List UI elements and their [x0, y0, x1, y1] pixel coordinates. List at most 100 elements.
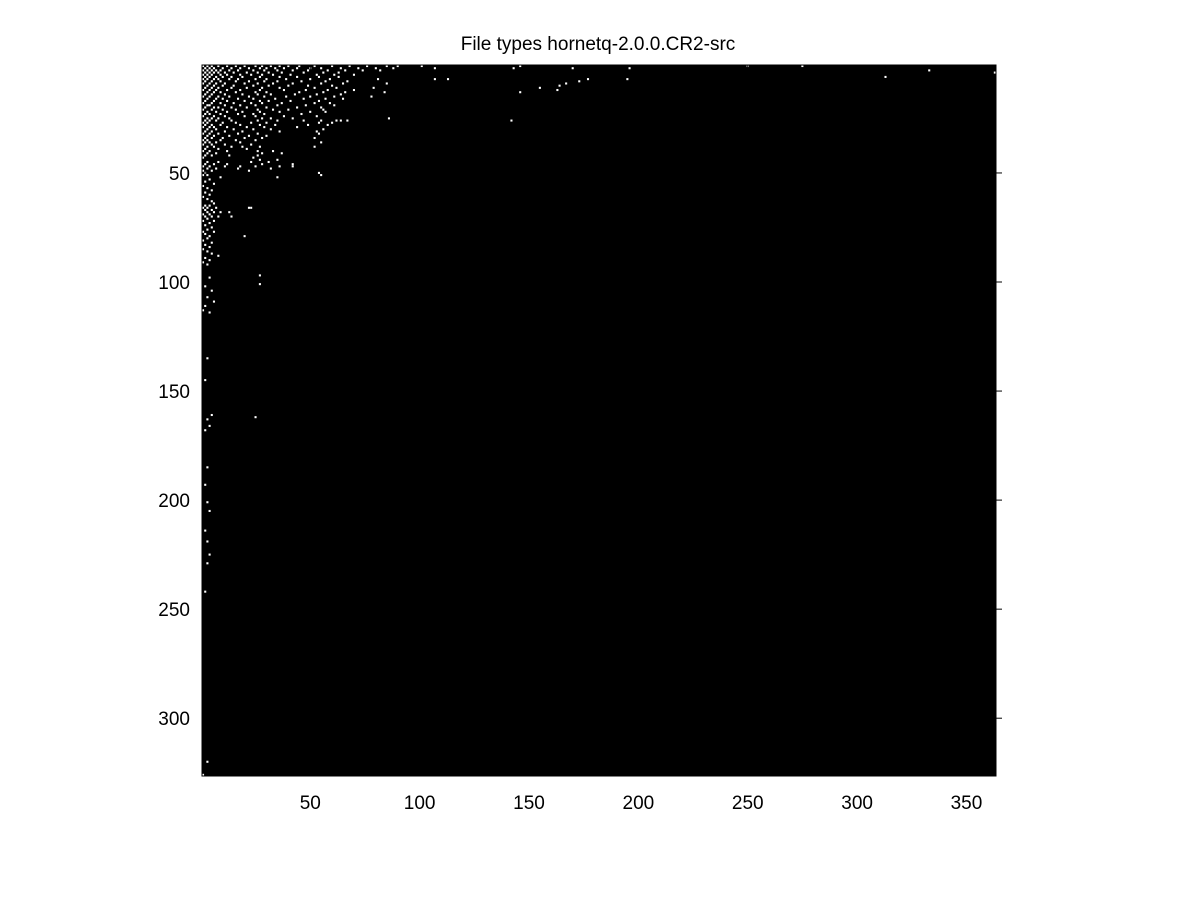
heatmap-cells: [202, 65, 996, 776]
heatmap-cell: [433, 67, 436, 70]
heatmap-cell: [357, 67, 360, 70]
heatmap-cell: [204, 75, 207, 78]
heatmap-cell: [317, 75, 321, 78]
x-tick-label: 250: [732, 793, 764, 814]
heatmap-cell: [326, 123, 329, 126]
heatmap-cell: [250, 121, 253, 124]
heatmap-cell: [433, 78, 436, 81]
heatmap-cell: [271, 82, 275, 85]
heatmap-cell: [339, 119, 342, 122]
heatmap-cell: [250, 102, 253, 105]
heatmap-cell: [289, 73, 292, 76]
heatmap-cell: [256, 154, 259, 157]
heatmap-cell: [239, 67, 242, 70]
heatmap-cell: [282, 88, 286, 92]
heatmap-cell: [204, 256, 207, 259]
heatmap-cell: [208, 178, 211, 181]
heatmap-cell: [269, 93, 272, 96]
plot-area: [202, 65, 996, 776]
heatmap-cell: [276, 104, 279, 107]
heatmap-cell: [204, 590, 207, 593]
heatmap-cell: [204, 483, 207, 486]
heatmap-cell: [302, 71, 305, 74]
heatmap-cell: [210, 69, 213, 72]
heatmap-cell: [215, 97, 218, 100]
heatmap-cell: [226, 126, 229, 129]
heatmap-cell: [234, 80, 237, 83]
x-tick-label: 200: [623, 793, 655, 814]
x-tick-label: 50: [300, 793, 321, 814]
heatmap-cell: [250, 160, 253, 164]
heatmap-cell: [352, 88, 356, 92]
heatmap-cell: [202, 165, 205, 168]
heatmap-cell: [337, 71, 340, 74]
heatmap-cell: [322, 108, 325, 111]
heatmap-cell: [208, 112, 211, 116]
heatmap-cell: [204, 112, 207, 116]
heatmap-cell: [212, 211, 216, 214]
heatmap-cell: [206, 174, 209, 177]
heatmap-cell: [210, 215, 213, 218]
heatmap-cell: [237, 112, 240, 116]
heatmap-cell: [392, 67, 395, 70]
y-tick-label: 150: [158, 382, 190, 403]
heatmap-cell: [306, 84, 310, 87]
heatmap-cell: [261, 136, 264, 140]
x-tick-label: 350: [951, 793, 983, 814]
heatmap-cell: [219, 211, 222, 214]
heatmap-cell: [215, 82, 218, 85]
heatmap-cell: [287, 84, 290, 87]
heatmap-cell: [372, 86, 375, 89]
heatmap-cell: [210, 154, 213, 157]
heatmap-cell: [206, 760, 209, 763]
heatmap-cell: [296, 67, 299, 70]
heatmap-cell: [202, 95, 205, 98]
heatmap-cell: [252, 156, 255, 159]
heatmap-cell: [300, 80, 303, 83]
heatmap-cell: [210, 413, 213, 417]
y-tick-label: 50: [169, 164, 190, 185]
heatmap-cell: [232, 128, 235, 131]
heatmap-cell: [212, 71, 216, 74]
heatmap-cell: [256, 82, 259, 85]
heatmap-cell: [252, 69, 255, 72]
heatmap-cell: [280, 71, 283, 74]
heatmap-cell: [223, 93, 226, 96]
heatmap-cell: [304, 88, 307, 92]
heatmap-cell: [320, 106, 323, 109]
heatmap-cell: [219, 73, 222, 76]
heatmap-cell: [309, 110, 312, 113]
heatmap-cell: [243, 82, 246, 85]
heatmap-cell: [241, 75, 244, 78]
heatmap-cell: [300, 112, 303, 116]
heatmap-cell: [346, 80, 349, 83]
heatmap-cell: [538, 86, 541, 89]
heatmap-cell: [254, 115, 257, 118]
heatmap-cell: [215, 119, 218, 122]
heatmap-cell: [324, 80, 327, 83]
heatmap-cell: [208, 235, 211, 238]
heatmap-cell: [348, 65, 351, 68]
heatmap-cell: [269, 117, 272, 120]
heatmap-cell: [210, 143, 213, 146]
heatmap-cell: [206, 160, 209, 164]
heatmap-cell: [252, 97, 255, 100]
heatmap-cell: [258, 88, 261, 92]
heatmap-cell: [206, 128, 209, 131]
heatmap-cell: [230, 86, 233, 89]
heatmap-cell: [315, 93, 318, 96]
heatmap-cell: [586, 78, 590, 81]
heatmap-cell: [206, 152, 209, 155]
heatmap-cell: [210, 65, 213, 68]
heatmap-cell: [556, 88, 559, 92]
heatmap-cell: [204, 136, 207, 140]
heatmap-cell: [208, 104, 211, 107]
x-tick-label: 300: [841, 793, 873, 814]
heatmap-cell: [202, 261, 205, 264]
heatmap-cell: [212, 230, 216, 233]
heatmap-cell: [217, 132, 220, 135]
heatmap-cell: [287, 108, 290, 111]
heatmap-cell: [206, 357, 209, 360]
heatmap-cell: [344, 69, 347, 72]
